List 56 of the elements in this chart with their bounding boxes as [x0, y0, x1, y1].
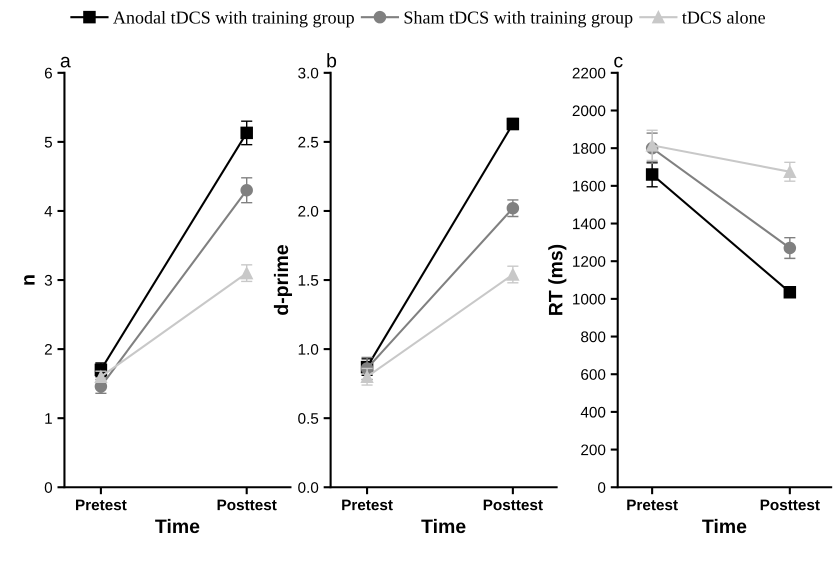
- x-tick-label: Posttest: [760, 500, 820, 510]
- y-tick-label: 1.0: [298, 344, 318, 355]
- y-tick-label: 400: [580, 406, 606, 418]
- point: [240, 266, 253, 280]
- y-axis-title: d-prime: [274, 245, 292, 315]
- legend-label: Anodal tDCS with training group: [113, 10, 354, 28]
- y-tick-label: 1: [45, 413, 52, 424]
- y-tick-label: 0.0: [298, 482, 318, 493]
- point: [360, 370, 374, 383]
- y-tick-label: 0: [44, 482, 52, 493]
- y-axis-title: n: [24, 275, 35, 285]
- x-tick-label: Pretest: [342, 500, 393, 510]
- y-tick-label: 2200: [572, 68, 606, 79]
- point: [784, 165, 796, 178]
- point: [646, 168, 658, 181]
- y-tick-label: 200: [581, 444, 606, 456]
- x-tick-label: Posttest: [484, 500, 543, 510]
- y-tick-label: 1000: [573, 294, 606, 305]
- x-tick-label: Pretest: [76, 500, 127, 510]
- y-tick-label: 1.5: [298, 275, 318, 286]
- y-axis-title: RT (ms): [548, 244, 566, 315]
- point: [784, 242, 796, 254]
- y-tick-label: 4: [44, 206, 52, 217]
- legend-label: tDCS alone: [682, 10, 765, 24]
- point: [646, 139, 658, 152]
- y-tick-label: 3: [44, 274, 52, 286]
- legend-label: Sham tDCS with training group: [404, 10, 632, 28]
- x-tick-label: Pretest: [627, 500, 678, 510]
- chart-title: c: [614, 56, 623, 68]
- y-tick-label: 600: [581, 369, 606, 380]
- y-tick-label: 0: [598, 482, 606, 493]
- point: [94, 370, 108, 383]
- x-axis-title: Time: [702, 518, 746, 534]
- x-axis-title: Time: [155, 518, 200, 534]
- y-tick-label: 0.5: [298, 413, 318, 424]
- y-tick-label: 6: [44, 68, 52, 79]
- y-tick-label: 1400: [573, 218, 606, 230]
- y-tick-label: 1200: [573, 256, 606, 267]
- point: [506, 202, 520, 214]
- y-tick-label: 2: [44, 344, 52, 355]
- chart-title: b: [327, 53, 336, 68]
- point: [506, 268, 520, 281]
- y-tick-label: 2.5: [298, 136, 318, 148]
- chart-title: a: [60, 56, 71, 68]
- y-tick-label: 2.0: [298, 206, 318, 217]
- y-tick-label: 3.0: [298, 68, 318, 79]
- point: [240, 184, 253, 196]
- point: [240, 126, 253, 140]
- y-tick-label: 5: [44, 136, 52, 148]
- x-tick-label: Posttest: [218, 500, 277, 510]
- y-tick-label: 2000: [572, 105, 606, 116]
- x-axis-title: Time: [421, 518, 466, 534]
- y-tick-label: 1600: [573, 180, 606, 192]
- y-tick-label: 800: [581, 331, 606, 342]
- point: [784, 286, 796, 299]
- y-tick-label: 1800: [573, 143, 606, 154]
